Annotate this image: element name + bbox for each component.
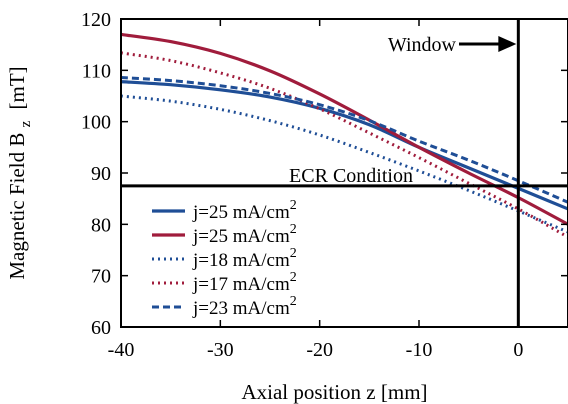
- x-axis-title: Axial position z [mm]: [241, 380, 427, 404]
- legend-label-sup: 2: [290, 246, 297, 261]
- legend-label-sup: 2: [290, 198, 297, 213]
- legend-label-sup: 2: [290, 222, 297, 237]
- y-axis-title: Magnetic Field B z [mT]: [5, 66, 35, 279]
- y-tick-label: 80: [91, 214, 111, 236]
- legend-label-5: j=23 mA/cm2: [192, 294, 297, 319]
- legend-label-main: j=25 mA/cm: [192, 226, 290, 247]
- x-tick-label: -10: [406, 339, 433, 361]
- x-tick-label: -20: [306, 339, 333, 361]
- legend-label-main: j=18 mA/cm: [192, 250, 290, 271]
- legend-label-main: j=25 mA/cm: [192, 202, 290, 223]
- y-tick-label: 60: [91, 317, 111, 339]
- y-axis-title-sub: z: [18, 120, 34, 127]
- series-layer: [121, 32, 568, 239]
- series-line-4: [121, 51, 568, 239]
- legend-label-main: j=17 mA/cm: [192, 274, 290, 295]
- ecr-condition-label: ECR Condition: [289, 165, 413, 187]
- window-arrow-head: [498, 36, 517, 52]
- y-axis-title-main: Magnetic Field B: [5, 133, 29, 280]
- x-tick-label: 0: [513, 339, 523, 361]
- x-tick-label: -40: [108, 339, 135, 361]
- y-tick-label: 110: [82, 60, 111, 82]
- y-tick-label: 90: [91, 163, 111, 185]
- legend-label-main: j=23 mA/cm: [192, 298, 290, 319]
- window-label: Window: [388, 34, 457, 56]
- y-tick-label: 70: [91, 266, 111, 288]
- y-tick-label: 100: [81, 112, 111, 134]
- series-line-5: [121, 76, 568, 204]
- series-line-3: [121, 94, 568, 234]
- tick-layer: -40 -30 -20 -10 0 60 70 80 90 100 110 120: [81, 9, 568, 361]
- y-tick-label: 120: [81, 9, 111, 31]
- legend-label-sup: 2: [290, 294, 297, 309]
- legend-label-4: j=17 mA/cm2: [192, 270, 297, 295]
- legend-label-2: j=25 mA/cm2: [192, 222, 297, 247]
- legend-label-sup: 2: [290, 270, 297, 285]
- legend-label-1: j=25 mA/cm2: [192, 198, 297, 223]
- annotation-layer: [121, 19, 568, 327]
- y-axis-title-unit: [mT]: [5, 66, 29, 109]
- series-line-1: [121, 80, 568, 211]
- x-tick-label: -30: [207, 339, 234, 361]
- legend-label-3: j=18 mA/cm2: [192, 246, 297, 271]
